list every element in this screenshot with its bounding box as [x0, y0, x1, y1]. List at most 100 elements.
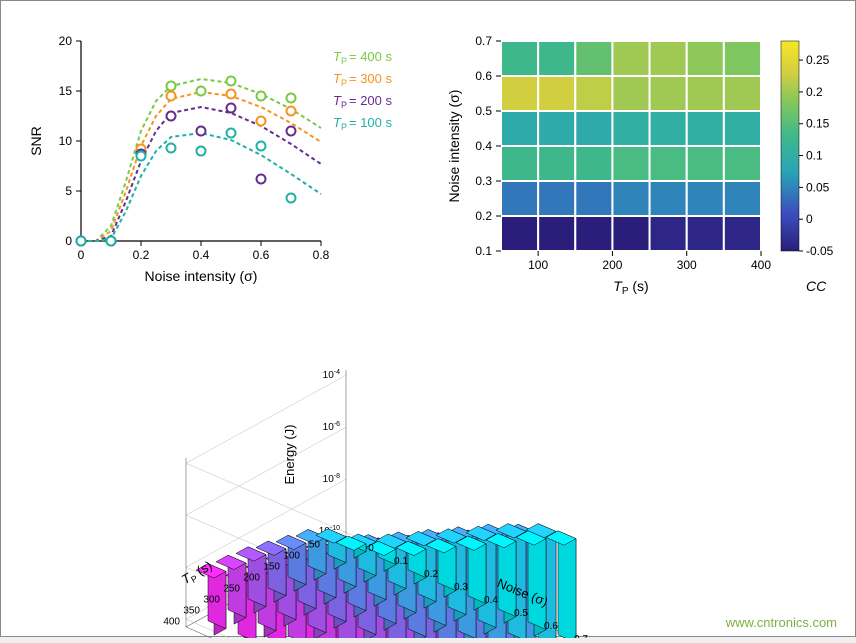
svg-text:200: 200 [602, 258, 622, 272]
svg-text:10: 10 [59, 134, 73, 148]
svg-text:0.5: 0.5 [514, 608, 528, 619]
svg-text:10-8: 10-8 [323, 473, 340, 485]
heatmap-cell [575, 41, 612, 76]
heatmap-cell [650, 41, 687, 76]
colorbar [781, 41, 799, 251]
heatmap-cell [575, 111, 612, 146]
svg-text:0.2: 0.2 [806, 85, 823, 99]
energy-3d-bars: 10-1010-810-610-400.10.20.30.40.50.60.75… [163, 369, 588, 638]
heatmap-cell [687, 146, 724, 181]
heatmap-cell [538, 181, 575, 216]
svg-text:0.5: 0.5 [475, 104, 492, 118]
data-point [227, 90, 236, 99]
svg-text:SNR: SNR [28, 126, 44, 156]
svg-text:0.7: 0.7 [475, 34, 492, 48]
svg-text:100: 100 [283, 550, 300, 561]
svg-text:0.05: 0.05 [806, 180, 830, 194]
svg-text:0.6: 0.6 [253, 248, 270, 262]
svg-text:Noise intensity (σ): Noise intensity (σ) [145, 268, 258, 284]
svg-text:P: P [341, 78, 347, 88]
heatmap-cell [650, 76, 687, 111]
data-point [257, 175, 266, 184]
heatmap-cell [687, 181, 724, 216]
svg-text:0: 0 [65, 234, 72, 248]
data-point [197, 127, 206, 136]
data-point [287, 127, 296, 136]
data-point [77, 237, 86, 246]
svg-text:200: 200 [243, 572, 260, 583]
heatmap-cell [687, 216, 724, 251]
svg-text:Noise intensity (σ): Noise intensity (σ) [446, 90, 462, 203]
heatmap-cell [612, 146, 649, 181]
data-point [257, 92, 266, 101]
heatmap-cell [501, 181, 538, 216]
heatmap-cell [650, 146, 687, 181]
heatmap-cell [501, 41, 538, 76]
snr-scatter-chart: 00.20.40.60.805101520Noise intensity (σ)… [28, 34, 393, 284]
heatmap-cell [687, 76, 724, 111]
heatmap-cell [575, 181, 612, 216]
svg-text:0.4: 0.4 [475, 139, 492, 153]
svg-text:300: 300 [203, 594, 220, 605]
watermark: www.cntronics.com [726, 615, 837, 630]
data-point [167, 112, 176, 121]
svg-text:10-6: 10-6 [323, 421, 340, 433]
heatmap-cell [724, 41, 761, 76]
heatmap-cell [501, 146, 538, 181]
svg-text:Energy (J): Energy (J) [282, 425, 297, 485]
svg-text:= 200 s: = 200 s [349, 93, 393, 108]
svg-text:0.7: 0.7 [574, 634, 588, 638]
heatmap-cell [724, 181, 761, 216]
data-point [197, 87, 206, 96]
heatmap-cell [612, 216, 649, 251]
svg-text:0: 0 [806, 212, 813, 226]
svg-text:350: 350 [183, 605, 200, 616]
svg-text:100: 100 [528, 258, 548, 272]
svg-text:300: 300 [677, 258, 697, 272]
svg-text:= 300 s: = 300 s [349, 71, 393, 86]
heatmap-cell [612, 181, 649, 216]
svg-text:0: 0 [78, 248, 85, 262]
data-point [227, 77, 236, 86]
data-point [167, 92, 176, 101]
heatmap-cell [687, 111, 724, 146]
heatmap-cell [724, 216, 761, 251]
fit-curve [81, 79, 321, 241]
heatmap-cell [724, 76, 761, 111]
data-point [227, 104, 236, 113]
svg-text:5: 5 [65, 184, 72, 198]
heatmap-cell [538, 216, 575, 251]
svg-text:= 100 s: = 100 s [349, 115, 393, 130]
fit-curve [81, 92, 321, 241]
heatmap-cell [501, 111, 538, 146]
figure-svg: 00.20.40.60.805101520Noise intensity (σ)… [1, 1, 856, 638]
svg-text:0.6: 0.6 [475, 69, 492, 83]
data-point [287, 94, 296, 103]
svg-text:0.6: 0.6 [544, 621, 558, 632]
svg-text:0.2: 0.2 [475, 209, 492, 223]
svg-text:0.3: 0.3 [475, 174, 492, 188]
svg-text:CC: CC [806, 278, 827, 294]
heatmap-cell [501, 76, 538, 111]
data-point [287, 107, 296, 116]
svg-text:P: P [341, 56, 347, 66]
heatmap-cell [650, 181, 687, 216]
svg-text:150: 150 [263, 561, 280, 572]
figure-page: 00.20.40.60.805101520Noise intensity (σ)… [0, 0, 856, 637]
heatmap-cell [575, 76, 612, 111]
heatmap-cell [538, 41, 575, 76]
svg-text:-0.05: -0.05 [806, 244, 834, 258]
svg-text:0: 0 [368, 543, 374, 554]
svg-text:0.4: 0.4 [484, 595, 498, 606]
data-point [107, 237, 116, 246]
heatmap-cell [650, 216, 687, 251]
data-point [287, 194, 296, 203]
svg-text:10-4: 10-4 [323, 369, 340, 381]
svg-text:0.1: 0.1 [475, 244, 492, 258]
heatmap-cell [575, 146, 612, 181]
svg-text:0.4: 0.4 [193, 248, 210, 262]
heatmap-cell [724, 146, 761, 181]
svg-text:0.2: 0.2 [424, 569, 438, 580]
data-point [167, 144, 176, 153]
heatmap-cell [538, 146, 575, 181]
